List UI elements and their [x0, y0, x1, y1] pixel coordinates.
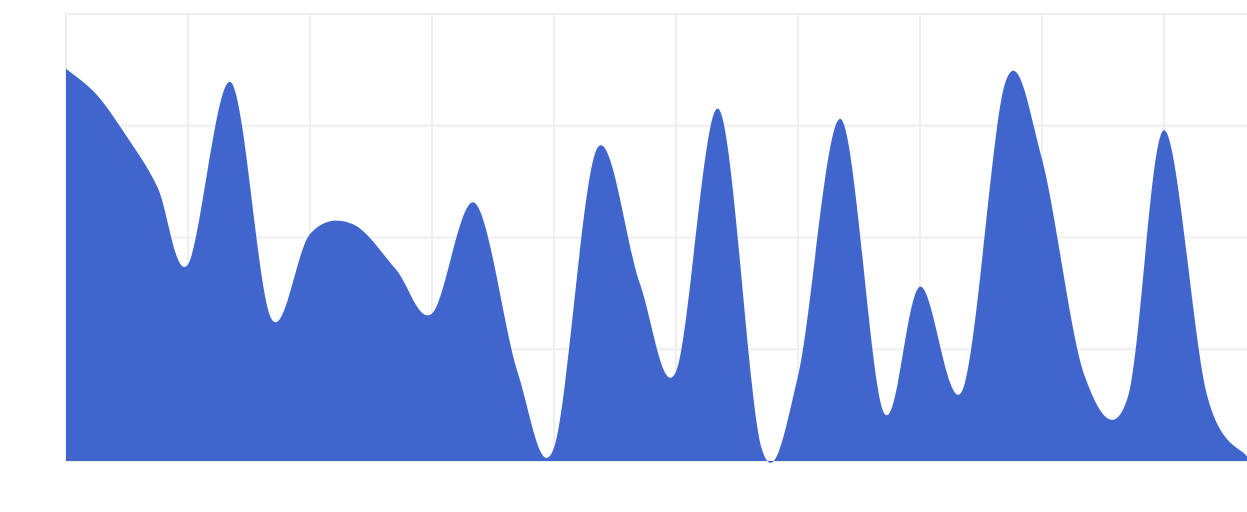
series-area-1 [66, 68, 1247, 463]
series-layer [66, 68, 1247, 463]
